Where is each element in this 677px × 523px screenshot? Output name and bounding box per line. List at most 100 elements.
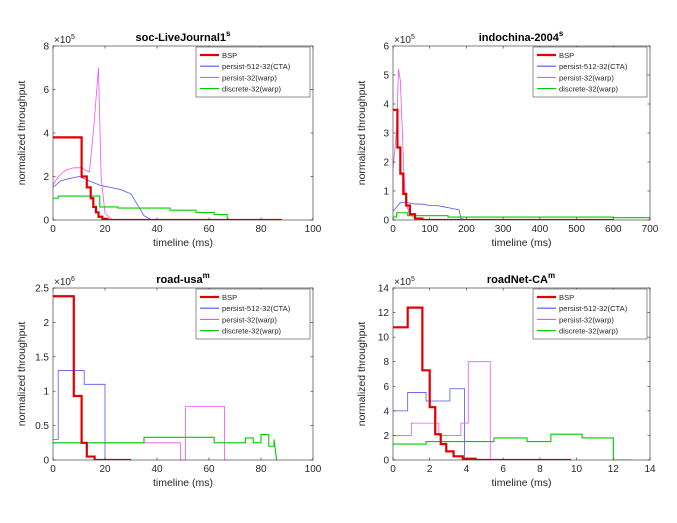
x-tick-label: 0 [50,464,56,475]
series-line-bsp [393,306,572,460]
y-tick-label: 2.5 [35,284,49,295]
legend: BSP persist-512-32(CTA) persist-32(warp) di… [195,46,311,98]
y-exponent-label: ×106 [54,276,75,288]
y-tick-label: 2 [43,172,49,183]
y-axis-label: normalized throughput [16,81,28,186]
chart-title: soc-LiveJournal1s [136,29,231,44]
legend-label: discrete-32(warp) [559,327,619,336]
y-tick-label: 2 [43,318,49,329]
x-tick-label: 200 [458,224,475,235]
legend-label: discrete-32(warp) [559,85,619,94]
legend: BSP persist-512-32(CTA) persist-32(warp) di… [532,288,648,340]
series-line-discrete-32-warp- [393,433,632,460]
panel-1: 0 100 200 300 400 500 600 700 0 1 2 3 4 5 6 ×105 indochi… [356,29,659,249]
x-tick-label: 14 [644,464,656,475]
series-line-bsp [393,108,614,220]
x-tick-label: 0 [50,224,56,235]
legend-label: persist-32(warp) [222,315,277,324]
chart-title: road-usam [156,271,210,286]
y-tick-label: 0 [383,216,389,227]
legend-label: persist-32(warp) [559,315,614,324]
series-line-persist-32-warp- [53,405,228,460]
x-axis-label: timeline (ms) [491,477,551,489]
y-tick-label: 1 [43,387,49,398]
x-tick-label: 12 [608,464,620,475]
y-tick-label: 1 [383,187,389,198]
x-tick-label: 60 [203,464,215,475]
legend-label: persist-512-32(CTA) [222,62,291,71]
series-group [53,295,278,460]
legend: BSP persist-512-32(CTA) persist-32(warp) di… [195,288,311,340]
y-tick-label: 0 [43,216,49,227]
legend-label: persist-32(warp) [222,73,277,82]
x-tick-label: 60 [203,224,215,235]
y-tick-label: 4 [383,406,389,417]
x-tick-label: 600 [605,224,622,235]
x-tick-label: 100 [421,224,438,235]
x-tick-label: 700 [642,224,659,235]
legend-label: persist-32(warp) [559,73,614,82]
y-axis-label: normalized throughput [356,322,368,427]
legend-label: BSP [222,51,237,60]
x-tick-label: 2 [427,464,433,475]
y-tick-label: 6 [43,85,49,96]
legend-label: BSP [559,293,574,302]
legend-label: BSP [222,293,237,302]
x-tick-label: 400 [532,224,549,235]
y-tick-label: 5 [383,71,389,82]
y-tick-label: 4 [43,129,49,140]
y-tick-label: 12 [378,308,390,319]
series-line-persist-512-32-cta- [393,388,467,460]
legend-label: discrete-32(warp) [222,327,282,336]
y-tick-label: 6 [383,42,389,53]
x-tick-label: 100 [305,224,322,235]
x-tick-label: 0 [390,464,396,475]
x-tick-label: 4 [464,464,470,475]
y-tick-label: 2 [383,158,389,169]
series-line-persist-32-warp- [393,361,494,460]
y-tick-label: 0 [383,456,389,467]
y-tick-label: 6 [383,382,389,393]
series-line-bsp [53,295,131,460]
x-axis-label: timeline (ms) [153,477,213,489]
x-tick-label: 100 [305,464,322,475]
y-tick-label: 0 [43,456,49,467]
chart-title: indochina-2004s [479,29,564,44]
x-tick-label: 80 [255,224,267,235]
y-tick-label: 2 [383,431,389,442]
x-tick-label: 6 [500,464,506,475]
axes-box [392,287,651,461]
x-tick-label: 10 [571,464,583,475]
y-axis-label: normalized throughput [356,81,368,186]
series-line-persist-32-warp- [53,67,114,220]
y-exponent-label: ×105 [394,276,415,288]
x-tick-label: 20 [99,464,111,475]
series-line-bsp [53,136,282,220]
x-tick-label: 300 [495,224,512,235]
series-group [393,69,650,220]
panel-3: 0 2 4 6 8 10 12 14 0 2 4 6 8 10 12 14 ×105 roadNet-CAm tim… [356,271,656,489]
series-line-persist-512-32-cta- [53,370,108,460]
x-tick-label: 40 [151,464,163,475]
legend-label: BSP [559,51,574,60]
series-line-discrete-32-warp- [53,195,231,220]
series-line-discrete-32-warp- [393,212,650,219]
x-tick-label: 8 [537,464,543,475]
legend-label: persist-512-32(CTA) [222,304,291,313]
y-tick-label: 8 [43,42,49,53]
legend: BSP persist-512-32(CTA) persist-32(warp) di… [532,46,648,98]
legend-label: persist-512-32(CTA) [559,304,628,313]
series-group [53,67,282,220]
series-group [393,306,632,460]
axes-box [52,287,314,461]
x-tick-label: 40 [151,224,163,235]
x-axis-label: timeline (ms) [491,237,551,249]
x-tick-label: 80 [255,464,267,475]
series-line-discrete-32-warp- [53,433,278,460]
y-axis-label: normalized throughput [16,322,28,427]
chart-title: roadNet-CAm [487,271,555,286]
y-tick-label: 14 [378,284,390,295]
y-tick-label: 3 [383,129,389,140]
x-axis-label: timeline (ms) [153,237,213,249]
